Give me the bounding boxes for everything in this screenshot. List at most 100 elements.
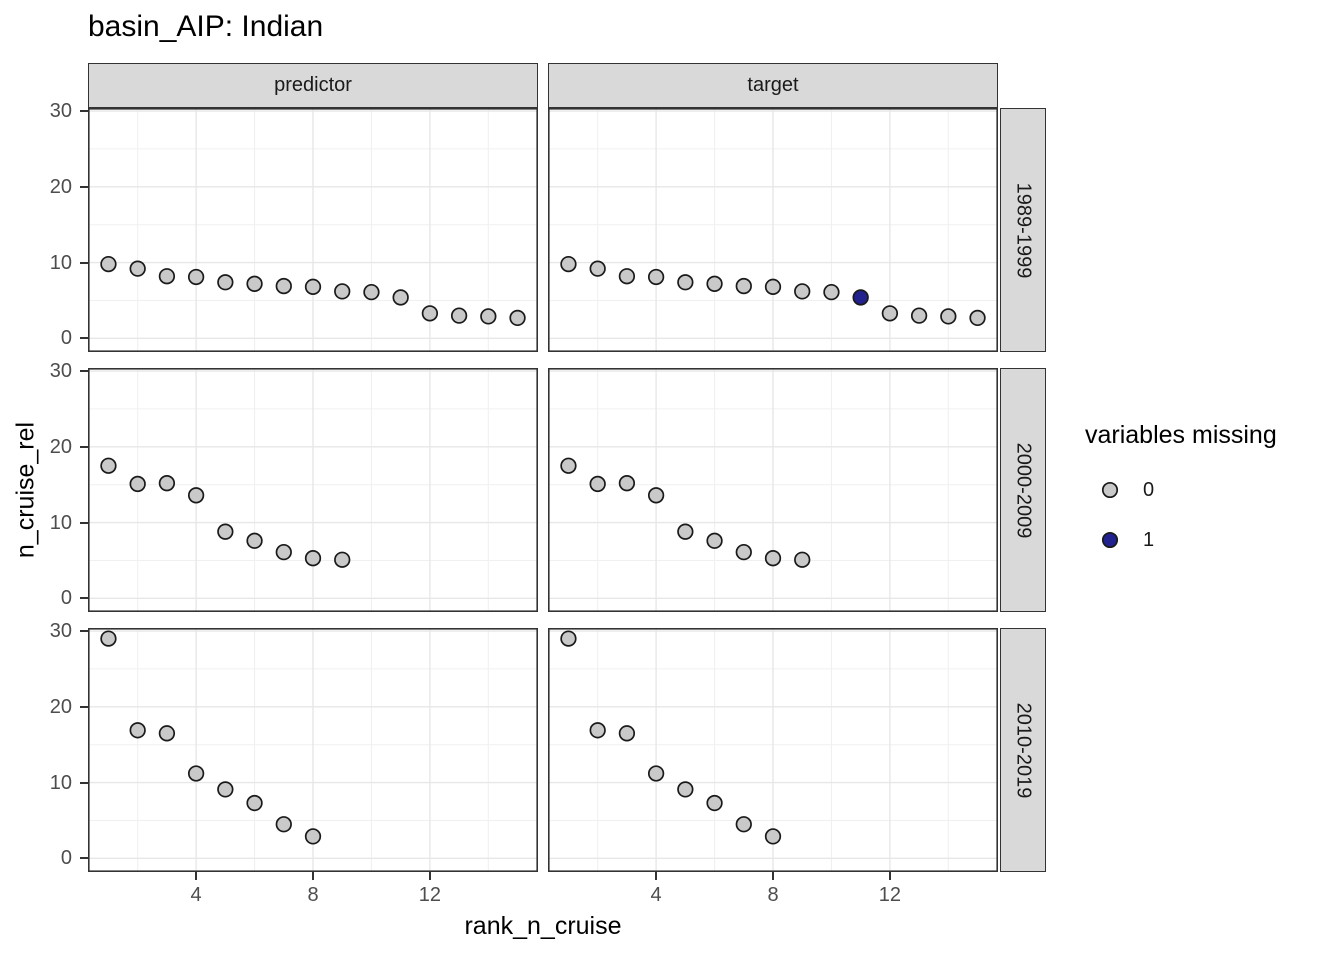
- legend-label-0: 0: [1143, 478, 1155, 501]
- y-tick-mark: [80, 110, 88, 113]
- data-point: [100, 255, 117, 273]
- y-tick-mark: [80, 337, 88, 340]
- legend-title: variables missing: [1085, 421, 1277, 449]
- data-point: [706, 275, 723, 292]
- facet-col-strip-target: target: [548, 63, 998, 108]
- y-tick-label: 20: [49, 175, 72, 198]
- data-point: [794, 551, 811, 568]
- data-point: [304, 278, 322, 295]
- data-point: [187, 268, 205, 286]
- facet-row-strip-2010-2019: 2010-2019: [1000, 628, 1046, 872]
- facet-row-strip-1989-1999: 1989-1999: [1000, 108, 1046, 352]
- data-point: [217, 781, 234, 798]
- data-point: [246, 532, 263, 549]
- x-tick-label: 12: [878, 884, 901, 906]
- y-tick-mark: [80, 445, 88, 448]
- data-point: [764, 278, 782, 295]
- data-point: [910, 307, 928, 324]
- y-tick-mark: [80, 261, 88, 264]
- data-point: [421, 305, 439, 322]
- x-tick-label: 8: [307, 884, 319, 906]
- facet-col-strip-predictor: predictor: [88, 63, 538, 108]
- data-point: [158, 268, 176, 285]
- data-point: [334, 283, 351, 300]
- data-point: [647, 268, 665, 286]
- legend-key-circle-1: [1101, 531, 1119, 549]
- data-point: [450, 307, 468, 324]
- legend-key-circle-0: [1101, 481, 1119, 499]
- y-tick-label: 10: [49, 771, 72, 794]
- data-point: [100, 630, 117, 647]
- data-point: [677, 523, 694, 540]
- data-point: [363, 283, 380, 301]
- data-point: [129, 260, 146, 277]
- data-point: [246, 275, 263, 292]
- x-tick-mark: [312, 872, 314, 880]
- y-tick-mark: [80, 597, 88, 600]
- y-tick-label: 0: [60, 847, 72, 870]
- data-point: [187, 487, 205, 504]
- panel-predictor-2000-2009: [88, 368, 538, 612]
- data-point: [794, 283, 811, 300]
- y-tick-label: 0: [60, 327, 72, 350]
- data-point: [100, 457, 117, 474]
- panel-border: [88, 108, 538, 352]
- x-tick-mark: [195, 872, 198, 880]
- legend-item-0: 0: [1085, 476, 1335, 504]
- data-point: [618, 268, 636, 285]
- panel-border: [88, 628, 538, 872]
- data-point: [187, 765, 205, 782]
- data-point: [589, 260, 606, 277]
- data-point: [589, 722, 606, 739]
- plot-title: basin_AIP: Indian: [88, 10, 324, 43]
- panel-border: [88, 368, 538, 612]
- panel-canvas: [548, 108, 998, 352]
- facet-row-label-1989-1999: 1989-1999: [1012, 182, 1035, 278]
- facet-col-label-target: target: [747, 74, 799, 96]
- panel-target-1989-1999: [548, 108, 998, 352]
- panel-border: [548, 368, 998, 612]
- data-point: [764, 828, 782, 845]
- data-point: [618, 725, 636, 742]
- facet-row-label-2010-2019: 2010-2019: [1012, 702, 1035, 798]
- data-point: [764, 550, 782, 567]
- y-tick-label: 30: [49, 620, 72, 643]
- facet-row-strip-2000-2009: 2000-2009: [1000, 368, 1046, 612]
- data-point: [217, 274, 234, 291]
- x-tick-mark: [655, 872, 658, 880]
- data-point: [275, 277, 292, 295]
- data-point: [158, 475, 176, 492]
- facet-row-label-2000-2009: 2000-2009: [1012, 442, 1035, 538]
- facet-col-label-predictor: predictor: [274, 74, 352, 96]
- y-tick-label: 30: [49, 360, 72, 383]
- data-point: [275, 543, 292, 561]
- data-point: [275, 816, 292, 833]
- x-tick-label: 4: [650, 884, 662, 906]
- panel-canvas: [548, 628, 998, 872]
- panel-predictor-1989-1999: [88, 108, 538, 352]
- legend-item-1: 1: [1085, 526, 1335, 554]
- legend-label-1: 1: [1143, 528, 1155, 551]
- y-tick-label: 10: [49, 511, 72, 534]
- data-point: [706, 532, 723, 549]
- y-axis-title: n_cruise_rel: [11, 421, 40, 559]
- x-tick-label: 4: [190, 884, 202, 906]
- panel-canvas: [88, 108, 538, 352]
- data-point: [677, 274, 694, 291]
- x-tick-label: 8: [767, 884, 779, 906]
- x-tick-mark: [428, 872, 431, 880]
- data-point: [852, 289, 869, 306]
- data-point: [560, 630, 577, 647]
- panel-canvas: [88, 368, 538, 612]
- x-tick-label: 12: [418, 884, 441, 906]
- y-tick-mark: [80, 630, 88, 633]
- y-tick-mark: [80, 521, 88, 524]
- y-tick-label: 0: [60, 587, 72, 610]
- data-point: [618, 475, 636, 492]
- data-point: [560, 255, 577, 273]
- data-point: [881, 305, 899, 322]
- data-point: [735, 816, 752, 833]
- data-point: [304, 828, 322, 845]
- data-point: [129, 475, 146, 493]
